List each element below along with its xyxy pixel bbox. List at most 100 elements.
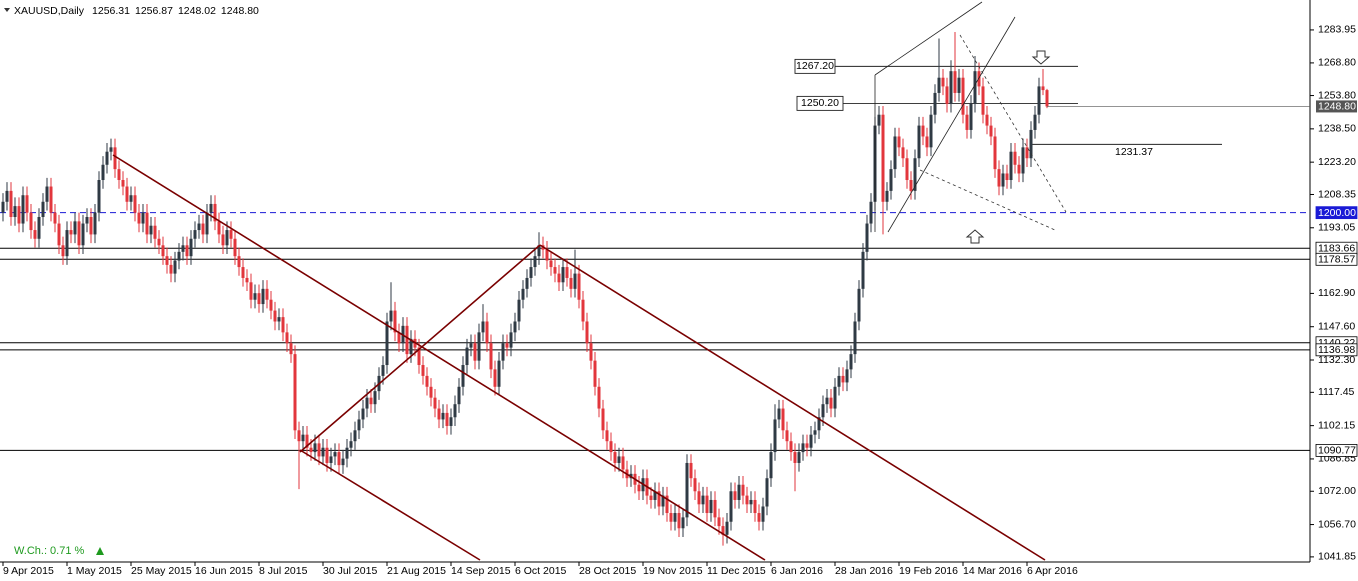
candle-body	[461, 365, 465, 387]
candle-body	[437, 408, 441, 420]
candle-body	[653, 491, 657, 500]
y-tick-label: 1162.90	[1318, 287, 1355, 299]
up-arrow-icon	[965, 229, 985, 244]
candle-body	[521, 288, 525, 300]
annotation-label: 1250.20	[801, 97, 839, 109]
level-label: 1183.66	[1318, 243, 1355, 255]
candle-body	[977, 71, 981, 87]
candle-body	[973, 71, 977, 104]
candle-body	[785, 430, 789, 442]
candle-body	[673, 513, 677, 522]
candle-body	[341, 458, 345, 466]
x-tick-label: 14 Mar 2016	[963, 565, 1022, 577]
candle-body	[721, 526, 725, 535]
candle-body	[345, 447, 349, 459]
candle-body	[737, 484, 741, 500]
candle-body	[353, 430, 357, 442]
candle-body	[981, 86, 985, 115]
candle-body	[817, 417, 821, 431]
candle-body	[241, 267, 245, 278]
candle-body	[101, 164, 105, 181]
candle-body	[381, 365, 385, 376]
candle-body	[965, 114, 969, 130]
candle-body	[837, 375, 841, 387]
candle-body	[117, 169, 121, 181]
candle-body	[393, 310, 397, 333]
candle-body	[669, 513, 673, 522]
candle-body	[25, 195, 29, 213]
candle-body	[185, 245, 189, 257]
wedge-line	[887, 16, 1016, 233]
candle-body	[937, 77, 941, 93]
candle-body	[193, 230, 197, 239]
candle-body	[165, 256, 169, 265]
level-box	[1315, 444, 1358, 457]
x-tick-label: 1 May 2015	[67, 565, 122, 577]
change-up-icon	[96, 547, 104, 555]
candle-body	[145, 212, 149, 235]
x-tick-label: 21 Aug 2015	[387, 565, 446, 577]
wedge-line	[919, 169, 1056, 231]
candle-body	[249, 282, 253, 300]
candle-body	[909, 180, 913, 191]
candle-body	[861, 251, 865, 289]
y-tick-label: 1041.85	[1318, 551, 1356, 563]
candle-body	[189, 238, 193, 257]
candle-body	[313, 443, 317, 453]
candle-body	[797, 452, 801, 463]
candle-body	[649, 495, 653, 500]
candle-body	[829, 397, 833, 409]
candle-body	[689, 462, 693, 479]
candle-body	[765, 478, 769, 507]
channel-line	[112, 154, 766, 561]
candle-body	[409, 338, 413, 355]
candle-body	[881, 114, 885, 202]
candle-body	[397, 332, 401, 344]
candle-body	[913, 158, 917, 191]
candle-body	[685, 462, 689, 518]
candle-body	[793, 452, 797, 463]
candle-body	[665, 495, 669, 514]
symbol-label: XAUUSD,Daily	[14, 5, 85, 17]
y-tick-label: 1283.95	[1318, 24, 1356, 36]
candle-body	[533, 256, 537, 268]
level-box	[1315, 252, 1358, 266]
candle-body	[505, 343, 509, 348]
candle-body	[941, 77, 945, 87]
annotation-label: 1267.20	[796, 60, 834, 72]
candle-body	[421, 365, 425, 376]
change-label: W.Ch.: 0.71 %	[14, 545, 85, 557]
candle-body	[113, 147, 117, 170]
candle-body	[1001, 173, 1005, 187]
x-tick-label: 19 Nov 2015	[643, 565, 703, 577]
x-tick-label: 6 Jan 2016	[771, 565, 823, 577]
candle-body	[901, 147, 905, 159]
candle-body	[217, 221, 221, 235]
level-label: 1178.57	[1318, 254, 1355, 266]
candle-body	[29, 212, 33, 231]
candle-body	[929, 114, 933, 148]
candle-body	[289, 343, 293, 355]
candle-body	[865, 223, 869, 252]
candle-body	[489, 343, 493, 370]
candle-body	[637, 484, 641, 492]
candle-body	[13, 206, 17, 218]
x-tick-label: 6 Oct 2015	[515, 565, 567, 577]
candle-body	[601, 408, 605, 431]
candle-body	[713, 499, 717, 518]
x-tick-label: 14 Sep 2015	[451, 565, 511, 577]
candle-body	[261, 288, 265, 305]
y-tick-label: 1268.80	[1318, 57, 1356, 69]
candle-body	[805, 443, 809, 448]
candle-body	[237, 256, 241, 268]
candle-body	[593, 360, 597, 387]
candle-body	[529, 267, 533, 278]
quote-value: 1248.80	[221, 5, 259, 17]
candle-body	[225, 230, 229, 246]
candle-body	[337, 452, 341, 466]
candle-body	[681, 517, 685, 529]
x-tick-label: 25 May 2015	[131, 565, 192, 577]
candle-body	[149, 225, 153, 235]
candle-body	[45, 186, 49, 202]
candle-body	[889, 169, 893, 191]
